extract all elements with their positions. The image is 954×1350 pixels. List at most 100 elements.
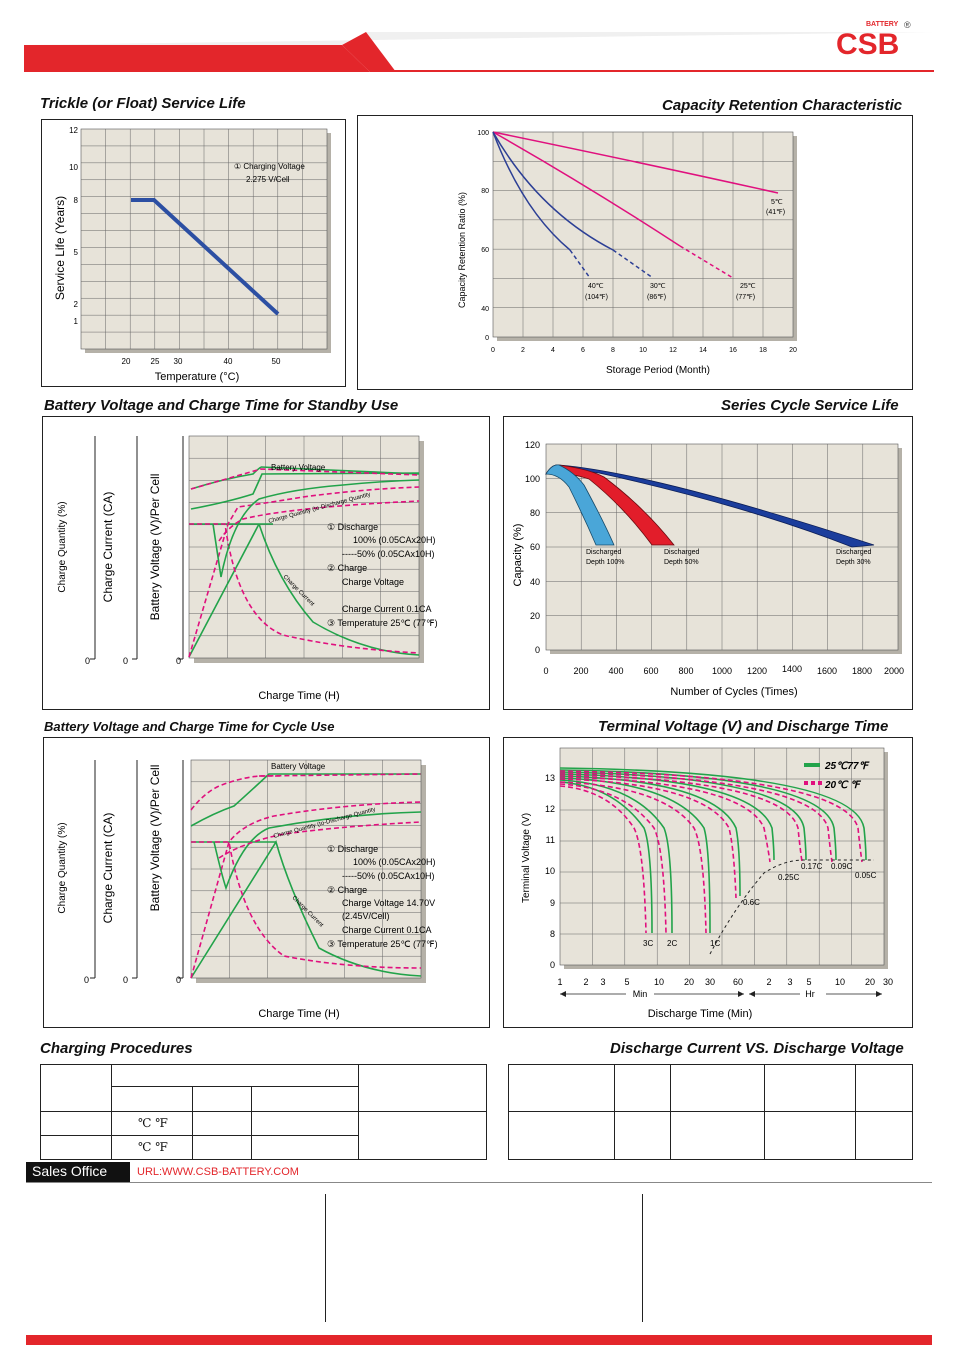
label-86f: (86℉) [647,294,666,301]
note: ③ Temperature 25℃ (77℉) [327,939,438,949]
xtick: 5 [624,977,629,987]
xtick: 10 [654,977,664,987]
xtick: 30 [705,977,715,987]
ytick: 8 [550,929,555,939]
label-40c: 40℃ [588,283,604,290]
website-link[interactable]: URL:WWW.CSB-BATTERY.COM [137,1166,299,1178]
ytick: 5 [74,248,79,257]
cycle-life-ylabel: Capacity (%) [512,524,524,587]
xtick: 1200 [747,666,767,676]
row1-temp: ℃ ℉ [138,1116,168,1130]
trickle-yticks: 12 10 8 5 2 1 [69,126,78,326]
note: ② Charge [327,885,367,895]
xtick: 14 [699,347,707,354]
xtick: 20 [789,347,797,354]
depth-label: Discharged [836,549,872,556]
ytick: 60 [481,247,489,254]
sales-office-badge [26,1162,130,1182]
xtick: 20 [865,977,875,987]
cutoff-line [709,859,874,955]
retention-panel: 100 80 60 40 0 0 2 4 6 8 10 12 14 16 18 … [357,115,913,390]
trickle-note-1: ① Charging Voltage [234,162,305,171]
footer-divider [26,1182,932,1183]
xtick: 20 [684,977,694,987]
zero: 0 [176,975,181,985]
depth-label: Depth 100% [586,559,625,566]
trickle-note-2: 2.275 V/Cell [246,175,290,184]
xtick: 3 [787,977,792,987]
rate-label: 0.09C [831,862,853,871]
xtick: 20 [122,357,131,366]
note: 100% (0.05CAx20H) [353,535,436,545]
xtick: 10 [835,977,845,987]
xtick: 600 [643,666,658,676]
sales-office-label: Sales Office [32,1163,108,1179]
xtick: 2000 [884,666,904,676]
cycle-use-panel: 0 0 0 Charge Quantity (%) Charge Current… [43,737,490,1028]
legend-20: 20℃ ℉ [824,780,862,791]
min-label: Min [633,989,648,999]
rate-label: 0.05C [855,871,877,880]
row2-temp: ℃ ℉ [138,1140,168,1154]
xtick: 2 [521,347,525,354]
hr-label: Hr [805,989,815,999]
ytick: 40 [530,577,540,587]
note: Charge Current 0.1CA [342,604,432,614]
rate-label: 0.25C [778,873,800,882]
xtick: 10 [639,347,647,354]
note: (2.45V/Cell) [342,911,390,921]
ytick: 9 [550,898,555,908]
cycle-life-panel: 120 100 80 60 40 20 0 0 200 400 600 800 … [503,416,913,710]
cycle-use-xlabel: Charge Time (H) [258,1008,339,1020]
rate-label: 3C [643,939,653,948]
label-41f: (41℉) [766,209,785,216]
depth-label: Depth 30% [836,559,871,566]
label-25c: 25℃ [740,283,756,290]
trickle-panel: 12 10 8 5 2 1 20 25 30 40 50 Temperature… [41,119,346,387]
ytick: 10 [545,866,555,876]
xtick: 400 [608,666,623,676]
rate-label: 1C [710,939,720,948]
trickle-chart: 12 10 8 5 2 1 20 25 30 40 50 Temperature… [53,126,331,383]
zero: 0 [84,975,89,985]
csb-logo: CSB BATTERY ® [832,18,922,61]
battery-voltage-axis-label: Battery Voltage (V)/Per Cell [148,765,162,912]
zero: 0 [176,656,181,666]
charge-quantity-axis-label: Charge Quantity (%) [57,501,68,592]
ytick: 40 [481,306,489,313]
standby-title: Battery Voltage and Charge Time for Stan… [44,397,399,414]
zero: 0 [123,656,128,666]
header-shape [24,32,934,72]
standby-chart: 0 0 0 Charge Quantity (%) Charge Current… [57,435,438,702]
retention-chart: 100 80 60 40 0 0 2 4 6 8 10 12 14 16 18 … [457,130,797,376]
footer-column-divider [642,1194,643,1322]
cycle-use-title: Battery Voltage and Charge Time for Cycl… [44,719,335,734]
xtick: 800 [678,666,693,676]
note: Charge Voltage [342,577,404,587]
xtick: 60 [733,977,743,987]
note: -----50% (0.05CAx10H) [342,549,435,559]
battery-voltage-label: Battery Voltage [271,463,326,472]
xtick: 1800 [852,666,872,676]
ytick: 2 [74,300,79,309]
note: ③ Temperature 25℃ (77℉) [327,618,438,628]
discharge-title: Discharge Current VS. Discharge Voltage [610,1040,904,1057]
label-77f: (77℉) [736,294,755,301]
ytick: 13 [545,773,555,783]
xtick: 3 [600,977,605,987]
charging-title: Charging Procedures [40,1040,193,1057]
footer-red-bar [26,1335,932,1345]
xtick: 200 [573,666,588,676]
xtick: 30 [174,357,183,366]
terminal-panel: 13 12 11 10 9 8 0 1 2 3 5 10 20 30 60 2 … [503,737,913,1028]
xtick: 1000 [712,666,732,676]
curve-40c [492,131,571,251]
xtick: 1600 [817,666,837,676]
battery-voltage-axis-label: Battery Voltage (V)/Per Cell [148,474,162,621]
ytick: 0 [535,645,540,655]
terminal-xlabel: Discharge Time (Min) [648,1008,753,1020]
standby-xlabel: Charge Time (H) [258,690,339,702]
ytick: 12 [545,804,555,814]
xtick: 4 [551,347,555,354]
rate-label: 2C [667,939,677,948]
